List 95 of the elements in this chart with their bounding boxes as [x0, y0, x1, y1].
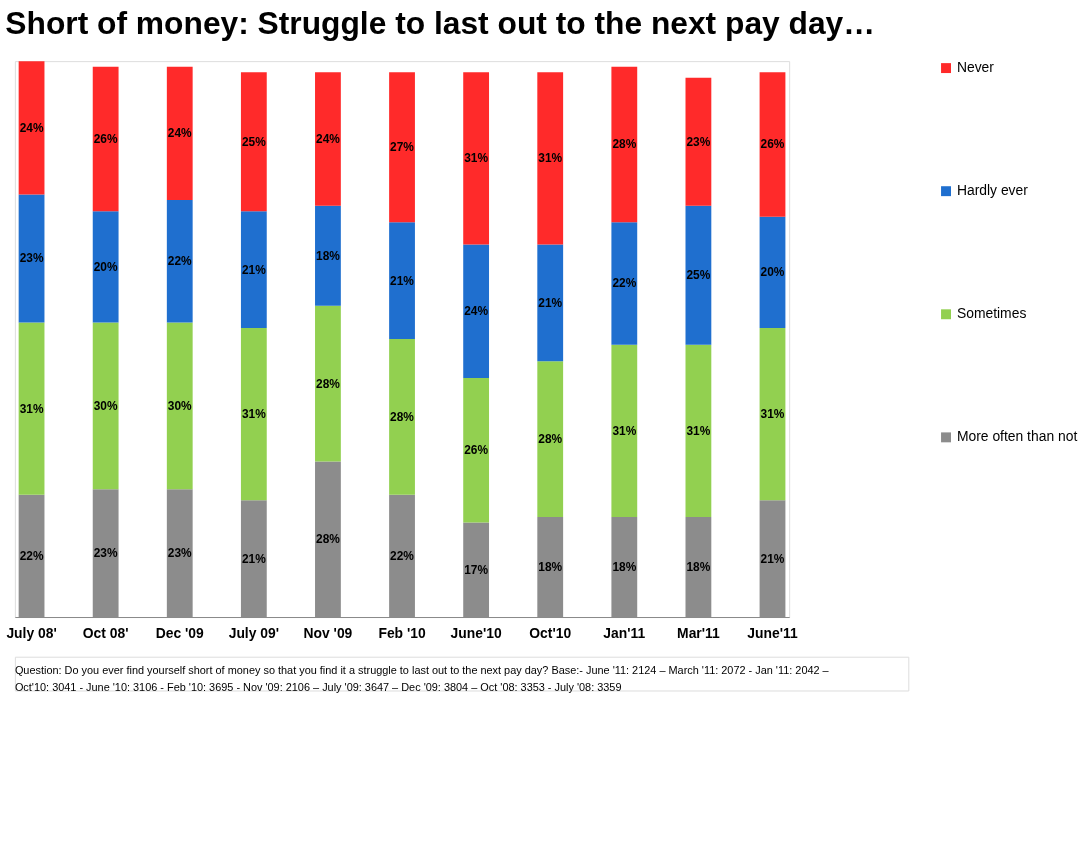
bar	[685, 205, 712, 345]
data-label: 24%	[464, 304, 489, 319]
bar	[18, 194, 45, 323]
data-label: 21%	[241, 551, 267, 566]
data-label: 17%	[464, 562, 489, 577]
bar	[685, 344, 712, 517]
x-tick-label: Jan'11	[603, 625, 646, 642]
data-label: 26%	[760, 137, 785, 152]
chart-title: Short of money: Struggle to last out to the next pay day…	[5, 4, 876, 41]
bar	[463, 244, 490, 378]
data-label: 21%	[760, 551, 785, 566]
bar	[759, 72, 786, 217]
bar	[240, 327, 267, 501]
data-label: 21%	[390, 273, 415, 288]
bar	[463, 378, 490, 523]
legend-label: Hardly ever	[956, 182, 1029, 199]
bar	[537, 72, 564, 245]
bar	[759, 327, 786, 501]
legend-label: Sometimes	[956, 305, 1027, 322]
text: Question: Do you ever find yourself short of money so that you find it a struggle to last out to the next pay day? Base:- June '11: 2124 – March '11: 2072 - Jan '11: 2042 –	[14, 664, 830, 677]
data-label: 18%	[612, 559, 637, 574]
bar	[315, 72, 341, 206]
bar	[389, 339, 415, 495]
data-label: 23%	[167, 546, 193, 561]
bar	[18, 61, 45, 195]
data-label: 22%	[612, 276, 637, 291]
data-label: 18%	[538, 559, 563, 574]
bar	[166, 322, 193, 490]
bar	[685, 77, 712, 206]
data-label: 24%	[19, 120, 44, 135]
x-tick-label: Oct'10	[529, 625, 572, 642]
bar	[389, 72, 415, 223]
x-tick-label: Mar'11	[677, 625, 721, 642]
data-label: 30%	[93, 398, 118, 413]
data-label: 25%	[241, 134, 267, 149]
data-label: 21%	[538, 295, 563, 310]
data-label: 23%	[93, 546, 118, 561]
data-label: 23%	[686, 134, 711, 149]
data-label: 27%	[390, 140, 415, 155]
bar	[315, 205, 341, 306]
bar	[240, 211, 267, 328]
data-label: 20%	[760, 265, 785, 280]
text: Oct'10: 3041 - June '10: 3106 - Feb '10: 3695 - Nov '09: 2106 – July '09: 3647 – Dec '09: 3804 – Oct '08: 3353 - July '08: 3359	[14, 680, 622, 693]
data-label: 28%	[390, 409, 415, 424]
data-label: 31%	[464, 151, 489, 166]
data-label: 21%	[241, 262, 267, 277]
data-label: 23%	[19, 251, 44, 266]
data-label: 20%	[93, 259, 118, 274]
x-tick-label: Dec '09	[155, 625, 205, 642]
bar	[92, 211, 119, 323]
x-tick-label: July 09'	[228, 625, 280, 642]
data-label: 31%	[241, 407, 267, 422]
bar	[315, 305, 341, 462]
data-label: 22%	[167, 254, 193, 269]
bar	[463, 72, 490, 245]
bar	[166, 66, 193, 201]
data-label: 18%	[316, 248, 341, 263]
data-label: 28%	[538, 432, 563, 447]
x-tick-label: June'10	[450, 625, 502, 642]
data-label: 31%	[538, 151, 563, 166]
legend-label: More often than not	[956, 428, 1078, 445]
x-tick-label: July 08'	[6, 625, 57, 642]
data-label: 31%	[612, 423, 637, 438]
data-label: 28%	[316, 376, 341, 391]
bar	[240, 72, 267, 212]
data-label: 28%	[316, 532, 341, 547]
x-tick-label: Nov '09	[303, 625, 353, 642]
x-tick-label: Oct 08'	[82, 625, 129, 642]
data-label: 31%	[760, 407, 785, 422]
bar	[611, 222, 638, 345]
data-label: 24%	[167, 126, 193, 141]
bar	[166, 200, 193, 323]
bar	[759, 216, 786, 328]
data-label: 30%	[167, 398, 193, 413]
bar	[537, 244, 564, 362]
bar	[537, 361, 564, 517]
data-label: 24%	[316, 131, 341, 146]
data-label: 22%	[390, 548, 415, 563]
x-tick-label: Feb '10	[378, 625, 426, 642]
data-label: 31%	[686, 423, 711, 438]
data-label: 26%	[464, 443, 489, 458]
data-label: 25%	[686, 268, 711, 283]
data-label: 31%	[19, 401, 44, 416]
data-label: 28%	[612, 137, 637, 152]
bar	[18, 322, 45, 495]
bar	[92, 322, 119, 490]
data-label: 26%	[93, 131, 118, 146]
x-tick-label: June'11	[747, 625, 798, 642]
bar	[611, 66, 638, 223]
legend-label: Never	[956, 59, 995, 76]
bar	[611, 344, 638, 517]
data-label: 18%	[686, 559, 711, 574]
data-label: 22%	[19, 548, 44, 563]
bar	[92, 66, 119, 212]
bar	[389, 222, 415, 340]
